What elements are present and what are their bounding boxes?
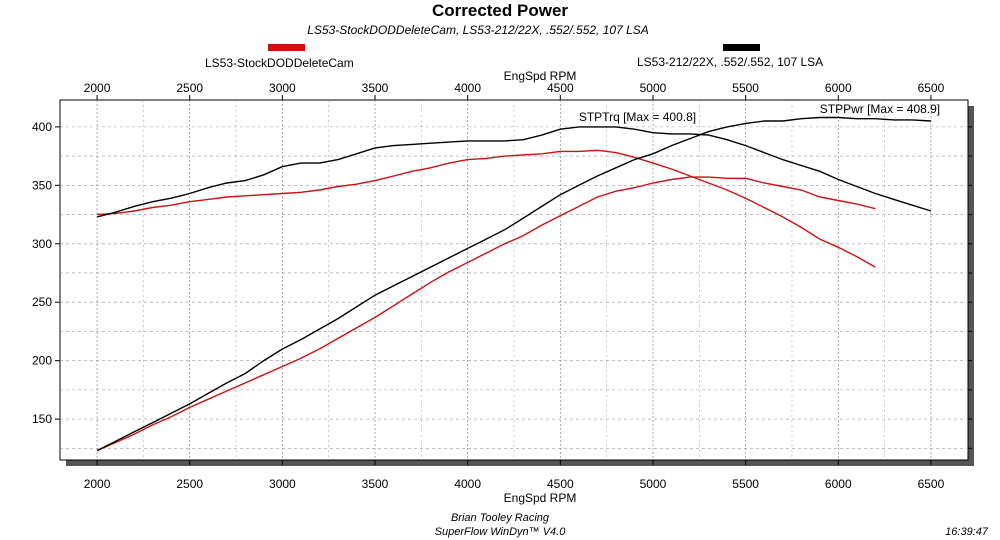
- tick-label-y: 200: [32, 354, 52, 368]
- tick-label-x-top: 3500: [362, 81, 389, 95]
- legend-swatch-stock: [268, 44, 305, 51]
- tick-label-y: 250: [32, 295, 52, 309]
- tick-label-x-top: 2000: [84, 81, 111, 95]
- footer-company: Brian Tooley Racing: [450, 512, 550, 524]
- legend-label-cam: LS53-212/22X, .552/.552, 107 LSA: [637, 55, 824, 69]
- series-line-1-stppwr: [96, 176, 876, 452]
- tick-label-x-top: 2500: [176, 81, 203, 95]
- tick-label-x-top: 6000: [825, 81, 852, 95]
- legend-swatch-cam: [723, 44, 760, 51]
- chart-subtitle: LS53-StockDODDeleteCam, LS53-212/22X, .5…: [307, 23, 649, 37]
- tick-label-x-top: 6500: [918, 81, 945, 95]
- footer-software: SuperFlow WinDyn™ V4.0: [434, 526, 566, 538]
- x-axis-label-bottom: EngSpd RPM: [504, 491, 577, 505]
- tick-label-y: 400: [32, 120, 52, 134]
- tick-label-x-bottom: 2500: [176, 477, 203, 491]
- series-line-0-stptrq: [97, 149, 876, 268]
- legend-label-stock: LS53-StockDODDeleteCam: [205, 56, 354, 70]
- tick-label-x-top: 5000: [640, 81, 667, 95]
- tick-label-y: 150: [32, 412, 52, 426]
- footer-timestamp: 16:39:47: [945, 526, 988, 538]
- series-line-2-stptrq: [96, 126, 932, 218]
- tick-label-x-bottom: 2000: [84, 477, 111, 491]
- annotation-1: STPPwr [Max = 408.9]: [820, 102, 940, 116]
- tick-label-x-top: 3000: [269, 81, 296, 95]
- x-axis-label-top: EngSpd RPM: [504, 69, 577, 83]
- tick-label-x-bottom: 4000: [454, 477, 481, 491]
- tick-label-x-bottom: 3500: [362, 477, 389, 491]
- tick-label-x-bottom: 5000: [640, 477, 667, 491]
- tick-label-x-top: 4500: [547, 81, 574, 95]
- tick-label-x-top: 4000: [454, 81, 481, 95]
- chart-title: Corrected Power: [431, 1, 569, 20]
- tick-label-x-bottom: 6000: [825, 477, 852, 491]
- tick-label-x-bottom: 5500: [732, 477, 759, 491]
- tick-label-y: 350: [32, 178, 52, 192]
- tick-label-x-bottom: 6500: [918, 477, 945, 491]
- series-line-3-stppwr: [96, 116, 931, 452]
- tick-label-x-bottom: 4500: [547, 477, 574, 491]
- tick-label-x-top: 5500: [732, 81, 759, 95]
- tick-label-y: 300: [32, 237, 52, 251]
- tick-label-x-bottom: 3000: [269, 477, 296, 491]
- annotation-0: STPTrq [Max = 400.8]: [579, 110, 696, 124]
